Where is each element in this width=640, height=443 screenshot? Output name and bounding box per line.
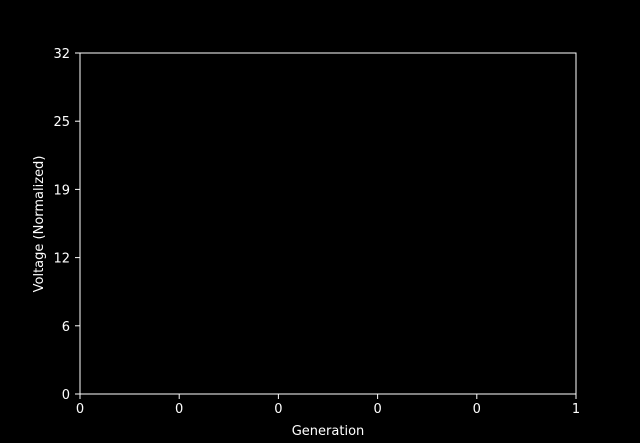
y-tick-label: 0 [62, 388, 70, 403]
y-axis-label: Voltage (Normalized) [32, 156, 47, 293]
x-tick-label: 0 [473, 402, 481, 417]
plot-area-frame [79, 52, 577, 395]
y-tick-label: 19 [53, 183, 70, 198]
y-tick-label: 32 [53, 47, 70, 62]
y-axis-ticks: 0 6 12 19 25 32 [53, 47, 80, 403]
y-tick-label: 6 [62, 320, 70, 335]
x-tick-label: 0 [274, 402, 282, 417]
x-tick-label: 0 [76, 402, 84, 417]
x-axis-ticks: 0 0 0 0 0 1 [76, 394, 580, 417]
x-axis-label: Generation [292, 424, 365, 439]
y-tick-label: 12 [53, 252, 70, 267]
x-tick-label: 0 [175, 402, 183, 417]
x-tick-label: 0 [373, 402, 381, 417]
y-tick-label: 25 [53, 115, 70, 130]
x-tick-label: 1 [572, 402, 580, 417]
